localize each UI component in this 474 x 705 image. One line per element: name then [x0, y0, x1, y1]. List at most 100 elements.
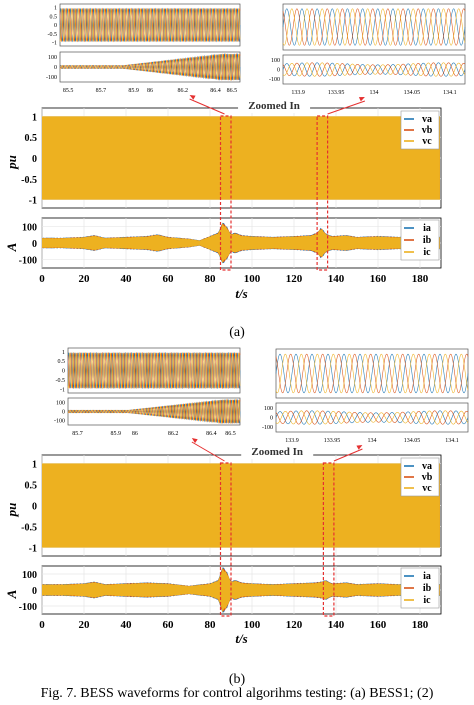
inset-current-trace [67, 398, 241, 424]
current-legend-label-ib: ib [423, 583, 432, 594]
voltage-y-axis-label: pu [4, 503, 19, 518]
voltage-y-tick-label: 1 [32, 459, 37, 470]
inset-current-trace [275, 410, 469, 425]
x-tick-label: 60 [163, 619, 175, 631]
inset-current-trace [67, 398, 241, 425]
zoom-label: Zoomed In [248, 100, 300, 112]
inset-x-tick-label: 134.05 [404, 438, 421, 444]
voltage-y-tick-label: 0 [32, 154, 37, 165]
inset-left: 1 0.5 0 -0.5 -1 100 0 -100 85.5 85.7 85.9 86 86.2 86.… [46, 3, 241, 115]
voltage-y-tick-label: 0.5 [25, 480, 38, 491]
inset-voltage-y-tick-label: 1 [62, 350, 65, 356]
inset-current-y-tick-label: 0 [54, 65, 57, 71]
x-tick-label: 0 [39, 619, 45, 631]
inset-current-y-tick-label: -100 [269, 77, 280, 83]
inset-x-tick-label: 86 [147, 88, 153, 94]
inset-voltage-trace [59, 7, 241, 43]
inset-voltage-y-tick-label: -0.5 [48, 32, 58, 38]
x-tick-label: 140 [328, 273, 345, 285]
zoom-window [219, 115, 232, 271]
x-tick-label: 120 [286, 273, 303, 285]
current-legend-label-ia: ia [423, 223, 431, 234]
zoom-arrow-head [191, 438, 198, 444]
inset-current-y-tick-label: 0 [62, 410, 65, 416]
inset-right: 100 0 -100 133.9 133.95 134 134.05 134.1 [262, 348, 469, 462]
inset-x-tick-label: 86.4 [206, 431, 217, 437]
voltage-legend-label-va: va [422, 461, 432, 472]
current-series-ic [42, 567, 440, 613]
inset-current-y-tick-label: 100 [264, 406, 273, 412]
inset-current-trace [59, 53, 241, 81]
voltage-y-tick-label: 0.5 [25, 133, 38, 144]
voltage-legend-label-vc: vc [422, 483, 432, 494]
inset-voltage-y-tick-label: -1 [60, 387, 65, 393]
inset-left: 1 0.5 0 -0.5 -1 100 0 -100 85.7 85.9 86 86.2 86.4 86.… [54, 347, 241, 462]
current-y-tick-label: 100 [22, 570, 37, 581]
zoom-arrow-head [358, 97, 365, 102]
zoom-arrow-line [333, 448, 363, 462]
zoom-label-bg [241, 444, 314, 459]
inset-current-y-tick-label: 0 [277, 68, 280, 74]
current-y-tick-label: 100 [22, 222, 37, 233]
inset-current-y-tick-label: 100 [48, 55, 57, 61]
inset-x-tick-label: 85.9 [128, 88, 139, 94]
x-tick-label: 160 [370, 273, 387, 285]
zoom-window [322, 462, 335, 617]
voltage-legend-label-vc: vc [422, 136, 432, 147]
x-axis-label: t/s [235, 631, 247, 646]
inset-x-tick-label: 86.2 [168, 431, 179, 437]
inset-x-tick-label: 86 [132, 431, 138, 437]
inset-current-y-tick-label: 0 [270, 416, 273, 422]
current-y-axis-label: A [4, 242, 19, 252]
inset-voltage-y-tick-label: 0 [62, 369, 65, 375]
current-series-ic [42, 223, 440, 263]
current-y-tick-label: -100 [19, 256, 37, 267]
current-legend-label-ib: ib [423, 235, 432, 246]
inset-x-tick-label: 134 [368, 438, 377, 444]
inset-current-trace [282, 62, 466, 77]
inset-voltage-trace [275, 353, 469, 394]
inset-voltage-y-tick-label: -1 [52, 41, 57, 47]
figure-caption: Fig. 7. BESS waveforms for control algor… [40, 686, 434, 701]
x-tick-label: 0 [39, 273, 45, 285]
inset-x-tick-label: 134 [370, 90, 379, 96]
x-axis-label: t/s [235, 286, 247, 301]
zoom-arrow-head [356, 445, 363, 450]
inset-current-y-tick-label: -100 [46, 75, 57, 81]
inset-current-y-tick-label: 100 [56, 401, 65, 407]
current-y-tick-label: 0 [32, 239, 37, 250]
inset-voltage-y-tick-label: 1 [54, 6, 57, 12]
inset-current-trace [67, 398, 241, 425]
zoom-window [219, 462, 232, 617]
zoom-arrow-line [327, 100, 366, 115]
x-tick-label: 20 [79, 273, 91, 285]
inset-current-trace [282, 62, 466, 77]
inset-current-y-tick-label: -100 [54, 419, 65, 425]
zoom-arrow-line [189, 98, 225, 115]
inset-x-tick-label: 85.7 [72, 431, 83, 437]
x-tick-label: 100 [244, 273, 261, 285]
voltage-y-tick-label: 1 [32, 112, 37, 123]
current-legend-label-ic: ic [423, 595, 431, 606]
zoom-arrow-head [189, 95, 196, 100]
inset-x-tick-label: 134.05 [404, 90, 421, 96]
zoom-label: Zoomed In [251, 446, 303, 458]
current-y-tick-label: 0 [32, 586, 37, 597]
inset-x-tick-label: 86.4 [210, 88, 221, 94]
inset-voltage-trace [275, 353, 469, 394]
x-tick-label: 40 [121, 619, 133, 631]
x-tick-label: 60 [163, 273, 175, 285]
inset-current-trace [282, 62, 466, 77]
inset-current-trace [275, 410, 469, 425]
voltage-y-axis-label: pu [4, 155, 19, 170]
inset-voltage-y-tick-label: 0 [54, 23, 57, 29]
x-tick-label: 40 [121, 273, 133, 285]
inset-x-tick-label: 85.7 [96, 88, 107, 94]
inset-x-tick-label: 85.9 [111, 431, 122, 437]
inset-voltage-trace [282, 8, 466, 46]
inset-x-tick-label: 86.5 [227, 88, 238, 94]
voltage-y-tick-label: -1 [29, 196, 37, 207]
panel-label: (a) [229, 325, 245, 340]
